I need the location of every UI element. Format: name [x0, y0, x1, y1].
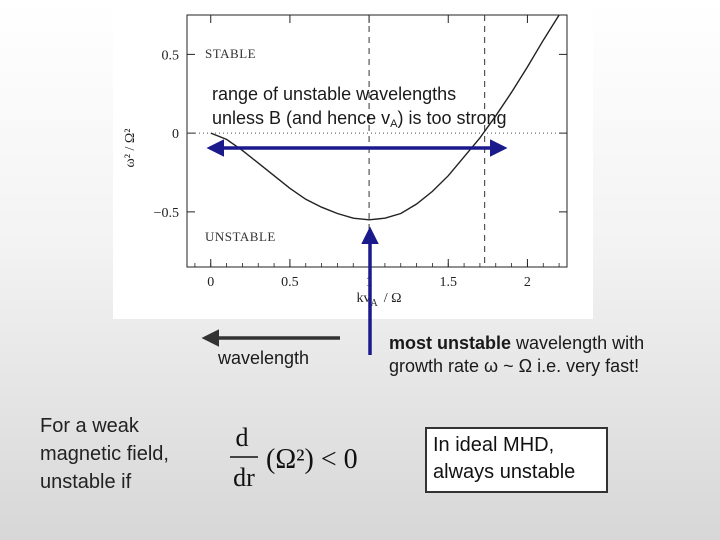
weak-field-line-3: unstable if [40, 471, 132, 493]
unstable-range-annotation: range of unstable wavelengths unless B (… [212, 82, 507, 136]
weak-field-line-2: magnetic field, [40, 443, 169, 465]
formula-denominator: dr [233, 463, 255, 492]
weak-field-text: For a weak magnetic field, unstable if [40, 412, 169, 496]
formula-numerator: d [236, 423, 249, 452]
x-tick-label: 0.5 [281, 275, 299, 290]
x-tick-label: 2 [524, 275, 531, 290]
range-line-2b: ) is too strong [397, 108, 507, 128]
x-tick-label: 1.5 [440, 275, 458, 290]
unstable-label: UNSTABLE [205, 229, 276, 244]
most-unstable-line-2: growth rate ω ~ Ω i.e. very fast! [389, 356, 640, 376]
ideal-line-1: In ideal MHD, [433, 434, 555, 456]
y-tick-label: −0.5 [154, 206, 179, 221]
y-tick-label: 0 [172, 127, 179, 142]
range-line-1: range of unstable wavelengths [212, 84, 457, 104]
wavelength-label: wavelength [218, 348, 310, 368]
ideal-line-2: always unstable [433, 461, 576, 483]
range-line-2-sub: A [390, 118, 398, 130]
dispersion-curve [210, 14, 560, 221]
instability-criterion-formula: d dr (Ω²) < 0 [230, 423, 358, 492]
most-unstable-annotation: most unstable wavelength with growth rat… [389, 332, 644, 378]
x-axis-label: kvA / Ω [356, 291, 401, 309]
most-unstable-line-1: most unstable wavelength with [389, 332, 644, 355]
y-axis-label: ω² / Ω² [123, 129, 138, 168]
ideal-mhd-box: In ideal MHD, always unstable [425, 427, 608, 493]
most-unstable-rest: wavelength with [511, 333, 645, 353]
formula-body: (Ω²) < 0 [266, 444, 358, 475]
range-line-2a: unless B (and hence v [212, 108, 391, 128]
most-unstable-bold: most unstable [389, 333, 512, 353]
weak-field-line-1: For a weak [40, 415, 139, 437]
y-tick-label: 0.5 [162, 48, 180, 63]
plot-frame [186, 14, 568, 268]
x-tick-label: 0 [207, 275, 214, 290]
stable-label: STABLE [205, 46, 256, 61]
range-line-2: unless B (and hence vA) is too strong [212, 106, 507, 136]
